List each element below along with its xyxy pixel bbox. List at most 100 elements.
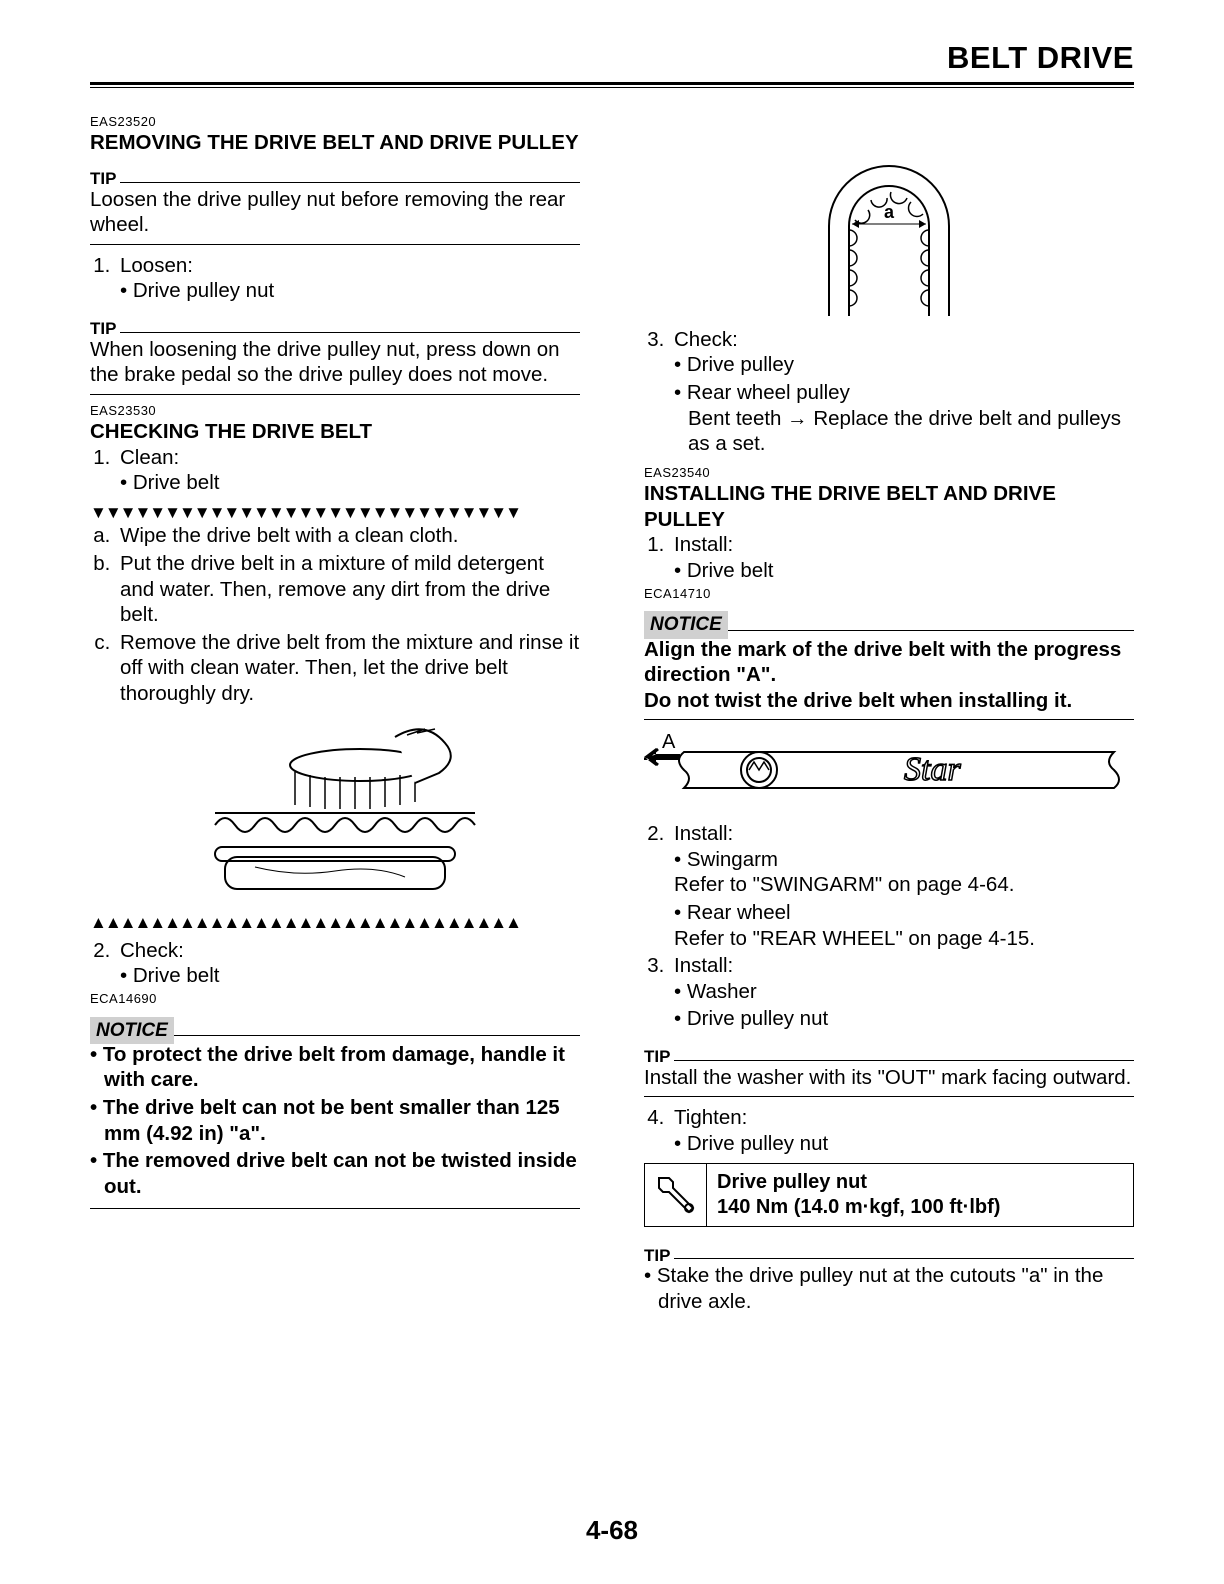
notice-code: ECA14690: [90, 991, 580, 1007]
spec-title: Drive pulley nut: [717, 1170, 1000, 1195]
section-heading: CHECKING THE DRIVE BELT: [90, 419, 580, 445]
tip-text: Install the washer with its "OUT" mark f…: [644, 1065, 1134, 1091]
step-item: Install: Swingarm Refer to "SWINGARM" on…: [670, 821, 1134, 951]
tip-label: TIP: [644, 1245, 674, 1266]
step-label: Tighten:: [674, 1106, 747, 1129]
step-item: Install: Washer Drive pulley nut: [670, 953, 1134, 1032]
step-item: Check: Drive belt: [116, 938, 580, 989]
triangle-down-separator: ▼▼▼▼▼▼▼▼▼▼▼▼▼▼▼▼▼▼▼▼▼▼▼▼▼▼▼▼▼: [90, 502, 580, 523]
belt-dim-label: a: [884, 202, 895, 222]
bullet-item: Drive pulley nut: [688, 1131, 1134, 1157]
step-item: Tighten: Drive pulley nut: [670, 1105, 1134, 1156]
step-item: Loosen: Drive pulley nut: [116, 253, 580, 304]
torque-spec-text: Drive pulley nut 140 Nm (14.0 m·kgf, 100…: [707, 1164, 1010, 1226]
header-rule-thick: [90, 82, 1134, 85]
belt-radius-figure: a: [644, 116, 1134, 323]
bullet-text: Rear wheel pulley: [687, 381, 850, 404]
notice-item: The removed drive belt can not be twiste…: [104, 1148, 580, 1201]
bullet-item: Swingarm Refer to "SWINGARM" on page 4-6…: [688, 847, 1134, 898]
lettered-item: Remove the drive belt from the mixture a…: [116, 630, 580, 707]
bullet-text: Swingarm: [687, 848, 778, 871]
bullet-item: Rear wheel Refer to "REAR WHEEL" on page…: [688, 900, 1134, 951]
notice-text: Align the mark of the drive belt with th…: [644, 637, 1134, 688]
reference-text: Refer to "SWINGARM" on page 4-64.: [688, 872, 1014, 898]
tip-rule: [90, 332, 580, 333]
divider: [90, 1208, 580, 1209]
notice-text: Do not twist the drive belt when install…: [644, 688, 1134, 714]
notice-list: To protect the drive belt from damage, h…: [90, 1042, 580, 1202]
divider: [644, 1096, 1134, 1097]
bullet-item: Drive belt: [688, 558, 1134, 584]
section-heading: REMOVING THE DRIVE BELT AND DRIVE PULLEY: [90, 130, 580, 156]
notice-item: To protect the drive belt from damage, h…: [104, 1042, 580, 1095]
triangle-up-separator: ▲▲▲▲▲▲▲▲▲▲▲▲▲▲▲▲▲▲▲▲▲▲▲▲▲▲▲▲▲: [90, 912, 580, 933]
bullet-text: Rear wheel: [687, 901, 791, 924]
bullet-item: Drive pulley nut: [688, 1006, 1134, 1032]
content-columns: EAS23520 REMOVING THE DRIVE BELT AND DRI…: [90, 106, 1134, 1314]
step-list: Loosen: Drive pulley nut: [90, 253, 580, 304]
notice-item: The drive belt can not be bent smaller t…: [104, 1095, 580, 1148]
section-code: EAS23540: [644, 465, 1134, 481]
step-label: Install:: [674, 533, 733, 556]
right-column: a Check: Drive pulley Rear wheel pulley …: [644, 106, 1134, 1314]
direction-a-label: A: [662, 731, 676, 753]
left-column: EAS23520 REMOVING THE DRIVE BELT AND DRI…: [90, 106, 580, 1217]
step-item: Check: Drive pulley Rear wheel pulley Be…: [670, 327, 1134, 457]
section-code: EAS23530: [90, 403, 580, 419]
step-label: Install:: [674, 954, 733, 977]
step-list: Tighten: Drive pulley nut: [644, 1105, 1134, 1156]
belt-mark-icon: Star A: [644, 730, 1134, 810]
step-list: Check: Drive belt: [90, 938, 580, 989]
bullet-item: Drive belt: [134, 963, 580, 989]
step-label: Check:: [120, 939, 184, 962]
divider: [644, 719, 1134, 720]
divider: [90, 244, 580, 245]
lettered-item: Put the drive belt in a mixture of mild …: [116, 551, 580, 628]
divider: [90, 394, 580, 395]
tip-rule: [90, 182, 580, 183]
tip-rule: [644, 1060, 1134, 1061]
belt-direction-figure: Star A: [644, 730, 1134, 817]
svg-text:Star: Star: [904, 751, 961, 788]
step-label: Check:: [674, 328, 738, 351]
bullet-item: Drive belt: [134, 470, 580, 496]
belt-curve-icon: a: [759, 116, 1019, 316]
bullet-item: Drive pulley: [688, 352, 1134, 378]
torque-wrench-icon: [645, 1164, 707, 1226]
step-list: Check: Drive pulley Rear wheel pulley Be…: [644, 327, 1134, 457]
step-list: Clean: Drive belt: [90, 445, 580, 496]
brush-illustration-icon: [185, 717, 485, 902]
tip-label: TIP: [90, 168, 120, 189]
step-label: Clean:: [120, 446, 179, 469]
step-item: Clean: Drive belt: [116, 445, 580, 496]
section-heading: INSTALLING THE DRIVE BELT AND DRIVE PULL…: [644, 481, 1134, 532]
step-item: Install: Drive belt: [670, 532, 1134, 583]
bullet-item: Rear wheel pulley Bent teeth → Replace t…: [688, 380, 1134, 457]
header-rule-thin: [90, 87, 1134, 88]
step-label: Install:: [674, 822, 733, 845]
section-code: EAS23520: [90, 114, 580, 130]
bullet-subtext: Bent teeth → Replace the drive belt and …: [688, 406, 1134, 457]
reference-text: Refer to "REAR WHEEL" on page 4-15.: [688, 926, 1035, 952]
bullet-item: Drive pulley nut: [134, 278, 580, 304]
step-list: Install: Drive belt: [644, 532, 1134, 583]
tip-label: TIP: [90, 318, 120, 339]
tip-rule: [644, 1258, 1134, 1259]
step-list: Install: Swingarm Refer to "SWINGARM" on…: [644, 821, 1134, 1032]
tip-label: TIP: [644, 1046, 674, 1067]
tip-bullet: Stake the drive pulley nut at the cutout…: [658, 1263, 1134, 1314]
torque-spec-box: Drive pulley nut 140 Nm (14.0 m·kgf, 100…: [644, 1163, 1134, 1227]
tip-text: Loosen the drive pulley nut before remov…: [90, 187, 580, 238]
cleaning-figure: [90, 717, 580, 909]
spec-value: 140 Nm (14.0 m·kgf, 100 ft·lbf): [717, 1195, 1000, 1220]
bullet-item: Washer: [688, 979, 1134, 1005]
notice-code: ECA14710: [644, 586, 1134, 602]
notice-label: NOTICE: [644, 611, 728, 639]
tip-text: When loosening the drive pulley nut, pre…: [90, 337, 580, 388]
page-number: 4-68: [0, 1515, 1224, 1546]
notice-label: NOTICE: [90, 1017, 174, 1045]
lettered-list: Wipe the drive belt with a clean cloth. …: [90, 523, 580, 706]
step-label: Loosen:: [120, 254, 193, 277]
page-title: BELT DRIVE: [90, 40, 1134, 82]
lettered-item: Wipe the drive belt with a clean cloth.: [116, 523, 580, 549]
